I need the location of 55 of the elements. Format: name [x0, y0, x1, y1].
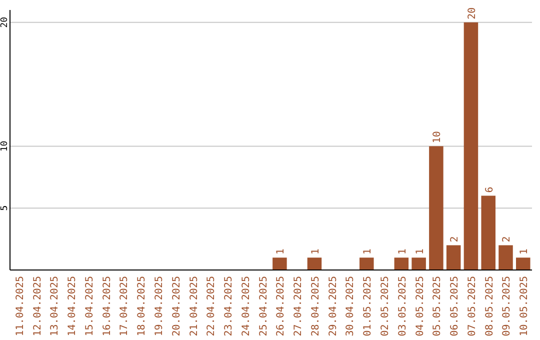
x-tick-label: 08.05.2025	[484, 276, 496, 336]
x-tick-label: 10.05.2025	[519, 276, 530, 336]
x-tick-label: 15.04.2025	[84, 276, 96, 336]
data-label: 2	[502, 236, 513, 242]
x-tick-label: 11.04.2025	[14, 276, 26, 336]
data-label: 2	[450, 236, 461, 242]
bar	[481, 196, 496, 270]
x-tick-label: 21.04.2025	[188, 276, 200, 336]
bar	[516, 258, 530, 270]
x-tick-label: 09.05.2025	[502, 276, 513, 336]
bar	[464, 22, 478, 270]
x-tick-label: 01.05.2025	[362, 276, 374, 336]
data-label: 20	[466, 7, 478, 20]
x-tick-label: 06.05.2025	[450, 276, 461, 336]
x-tick-label: 13.04.2025	[50, 276, 61, 336]
x-tick-label: 05.05.2025	[432, 276, 444, 336]
x-tick-label: 28.04.2025	[310, 276, 322, 336]
data-label: 1	[519, 248, 530, 255]
x-tick-label: 04.05.2025	[414, 276, 426, 336]
x-tick-label: 17.04.2025	[119, 276, 130, 336]
x-tick-label: 19.04.2025	[154, 276, 165, 336]
x-tick-label: 03.05.2025	[397, 276, 408, 336]
x-tick-label: 16.04.2025	[102, 276, 113, 336]
bar	[272, 258, 287, 270]
x-tick-label: 02.05.2025	[380, 276, 392, 336]
x-tick-label: 24.04.2025	[240, 276, 252, 336]
y-tick-label: 10	[0, 140, 10, 152]
x-tick-label: 14.04.2025	[67, 276, 78, 336]
data-label: 1	[414, 248, 426, 255]
data-label: 1	[362, 248, 374, 255]
bar	[429, 146, 444, 270]
bar	[446, 245, 461, 270]
x-tick-label: 30.04.2025	[345, 276, 356, 336]
x-tick-label: 07.05.2025	[466, 276, 478, 336]
data-label: 6	[484, 186, 496, 193]
bar	[498, 245, 513, 270]
x-tick-label: 23.04.2025	[224, 276, 235, 336]
data-label: 1	[397, 248, 408, 255]
data-label: 1	[310, 248, 322, 255]
data-label: 10	[432, 131, 444, 144]
x-tick-label: 18.04.2025	[136, 276, 148, 336]
y-tick-label: 20	[0, 16, 10, 28]
x-tick-label: 29.04.2025	[328, 276, 339, 336]
bar	[394, 258, 409, 270]
bar	[360, 258, 374, 270]
x-tick-label: 12.04.2025	[32, 276, 44, 336]
data-label: 1	[276, 248, 287, 255]
bar	[412, 258, 426, 270]
x-tick-label: 27.04.2025	[293, 276, 304, 336]
y-tick-label: 5	[0, 205, 10, 211]
x-tick-label: 20.04.2025	[171, 276, 182, 336]
bar	[307, 258, 322, 270]
x-tick-label: 25.04.2025	[258, 276, 270, 336]
x-tick-label: 26.04.2025	[276, 276, 287, 336]
x-tick-label: 22.04.2025	[206, 276, 218, 336]
